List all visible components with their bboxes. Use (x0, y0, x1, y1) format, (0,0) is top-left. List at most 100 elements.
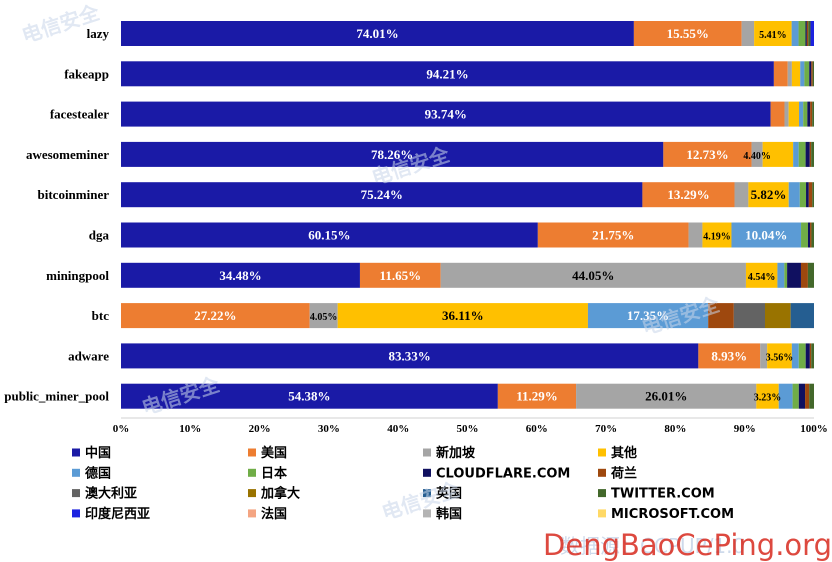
category-label: awesomeminer (26, 147, 109, 162)
bar-segment-fakeapp-0 (121, 61, 774, 87)
bar-segment-lazy-1 (633, 21, 742, 46)
bar-segment-awesomeminer-7 (809, 141, 812, 167)
bar-segment-dga-5 (801, 222, 808, 248)
category-label: miningpool (46, 268, 109, 283)
legend-label: 德国 (85, 465, 111, 481)
bar-segment-fakeapp-1 (773, 61, 788, 87)
bar-segment-miningpool-6 (787, 262, 801, 288)
data-label: 34.48% (219, 268, 261, 283)
bar-segment-adware-0 (121, 343, 699, 369)
bar-segment-fakeapp-4 (800, 61, 805, 87)
data-label: 3.56% (766, 352, 794, 363)
bar-segment-dga-7 (810, 222, 812, 248)
bar-segment-bitcoinminer-5 (799, 182, 807, 208)
legend-label: 其他 (611, 445, 637, 461)
bar-segment-bitcoinminer-6 (806, 182, 809, 208)
bar-segment-bitcoinminer-7 (808, 182, 813, 208)
data-label: 5.82% (751, 187, 787, 202)
legend-swatch (248, 448, 256, 457)
bar-segment-lazy-11 (808, 21, 811, 46)
legend-swatch (248, 468, 256, 477)
x-tick-label: 90% (734, 423, 756, 435)
bar-segment-lazy-12 (810, 21, 814, 46)
category-label: adware (68, 348, 109, 363)
bar-segments (121, 21, 814, 409)
legend-label: 中国 (85, 445, 111, 461)
legend-swatch (248, 509, 256, 518)
data-label: 17.35% (627, 308, 669, 323)
bar-segment-lazy-7 (806, 21, 809, 46)
x-tick-label: 40% (387, 423, 409, 435)
bar-segment-lazy-6 (805, 21, 807, 46)
bar-segment-adware-3 (767, 343, 792, 369)
bar-segment-btc-3 (337, 303, 588, 329)
bar-segment-dga-4 (731, 222, 802, 248)
bar-segment-dga-2 (688, 222, 703, 248)
bar-segment-btc-9 (765, 303, 791, 329)
bar-segment-bitcoinminer-3 (748, 182, 789, 208)
watermark-site: DengBaoCePing.org (543, 528, 832, 562)
bar-segment-dga-6 (807, 222, 811, 248)
bar-segment-lazy-4 (791, 21, 799, 46)
category-label: btc (92, 308, 110, 323)
legend-swatch (598, 468, 606, 477)
data-label: 26.01% (645, 389, 687, 404)
data-label: 83.33% (389, 348, 431, 363)
data-label: 10.04% (745, 228, 787, 243)
legend-label: 美国 (261, 445, 287, 461)
x-tick-label: 30% (318, 423, 340, 435)
bar-segment-facestealer-4 (799, 101, 804, 127)
bar-segment-bitcoinminer-0 (121, 182, 643, 208)
bar-segment-adware-11 (811, 343, 814, 369)
legend-label: 印度尼西亚 (85, 506, 150, 522)
data-label: 4.19% (703, 232, 731, 243)
data-label: 4.40% (743, 151, 771, 162)
legend-swatch (72, 509, 80, 518)
legend-label: 澳大利亚 (85, 486, 137, 502)
legend-label: 新加坡 (436, 445, 476, 461)
legend-swatch (72, 448, 80, 457)
x-tick-label: 20% (249, 423, 271, 435)
data-label: 11.29% (516, 389, 558, 404)
data-label: 12.73% (686, 147, 728, 162)
x-axis: 0% 10% 20% 30% 40% 50% 60% 70% 80% 90% 100% (113, 417, 828, 435)
category-labels: lazy fakeapp facestealer awesomeminer bitcoi… (4, 26, 109, 404)
bar-segment-miningpool-0 (121, 262, 360, 288)
data-labels: 74.01% 15.55% 5.41% 94.21% 93.74% 78.26% 12.73… (194, 26, 793, 404)
bar-segment-facestealer-1 (770, 101, 785, 127)
legend-label: 英国 (435, 486, 462, 502)
legend-label: 法国 (261, 506, 287, 522)
bar-segment-btc-1 (121, 303, 310, 329)
data-label: 75.24% (361, 187, 403, 202)
bar-segment-facestealer-11 (812, 101, 814, 127)
bar-segment-dga-3 (702, 222, 732, 248)
bar-segment-awesomeminer-1 (663, 141, 752, 167)
bar-segment-miningpool-2 (440, 262, 746, 288)
bar-segment-adware-2 (760, 343, 768, 369)
bar-segment-facestealer-5 (803, 101, 808, 127)
data-label: 60.15% (308, 228, 350, 243)
legend-swatch (598, 448, 606, 457)
legend-label: 加拿大 (260, 486, 300, 502)
data-label: 78.26% (371, 147, 413, 162)
bar-segment-public_miner_pool-4 (778, 383, 793, 409)
bar-segment-public_miner_pool-3 (756, 383, 779, 409)
bar-segment-lazy-3 (754, 21, 792, 46)
legend-swatch (423, 489, 431, 498)
bar-segment-miningpool-11 (807, 262, 814, 288)
bar-segment-adware-7 (809, 343, 812, 369)
bar-segment-facestealer-3 (788, 101, 800, 127)
data-label: 4.05% (310, 312, 338, 323)
bar-segment-awesomeminer-3 (762, 141, 794, 167)
legend-swatch (598, 489, 606, 498)
bar-segment-adware-1 (698, 343, 761, 369)
legend-label: TWITTER.COM (611, 487, 715, 502)
category-label: dga (89, 228, 110, 243)
bar-segment-awesomeminer-5 (798, 141, 806, 167)
bar-segment-miningpool-7 (800, 262, 808, 288)
data-label: 5.41% (759, 30, 787, 41)
data-label: 54.38% (288, 389, 330, 404)
bar-segment-public_miner_pool-7 (805, 383, 810, 409)
